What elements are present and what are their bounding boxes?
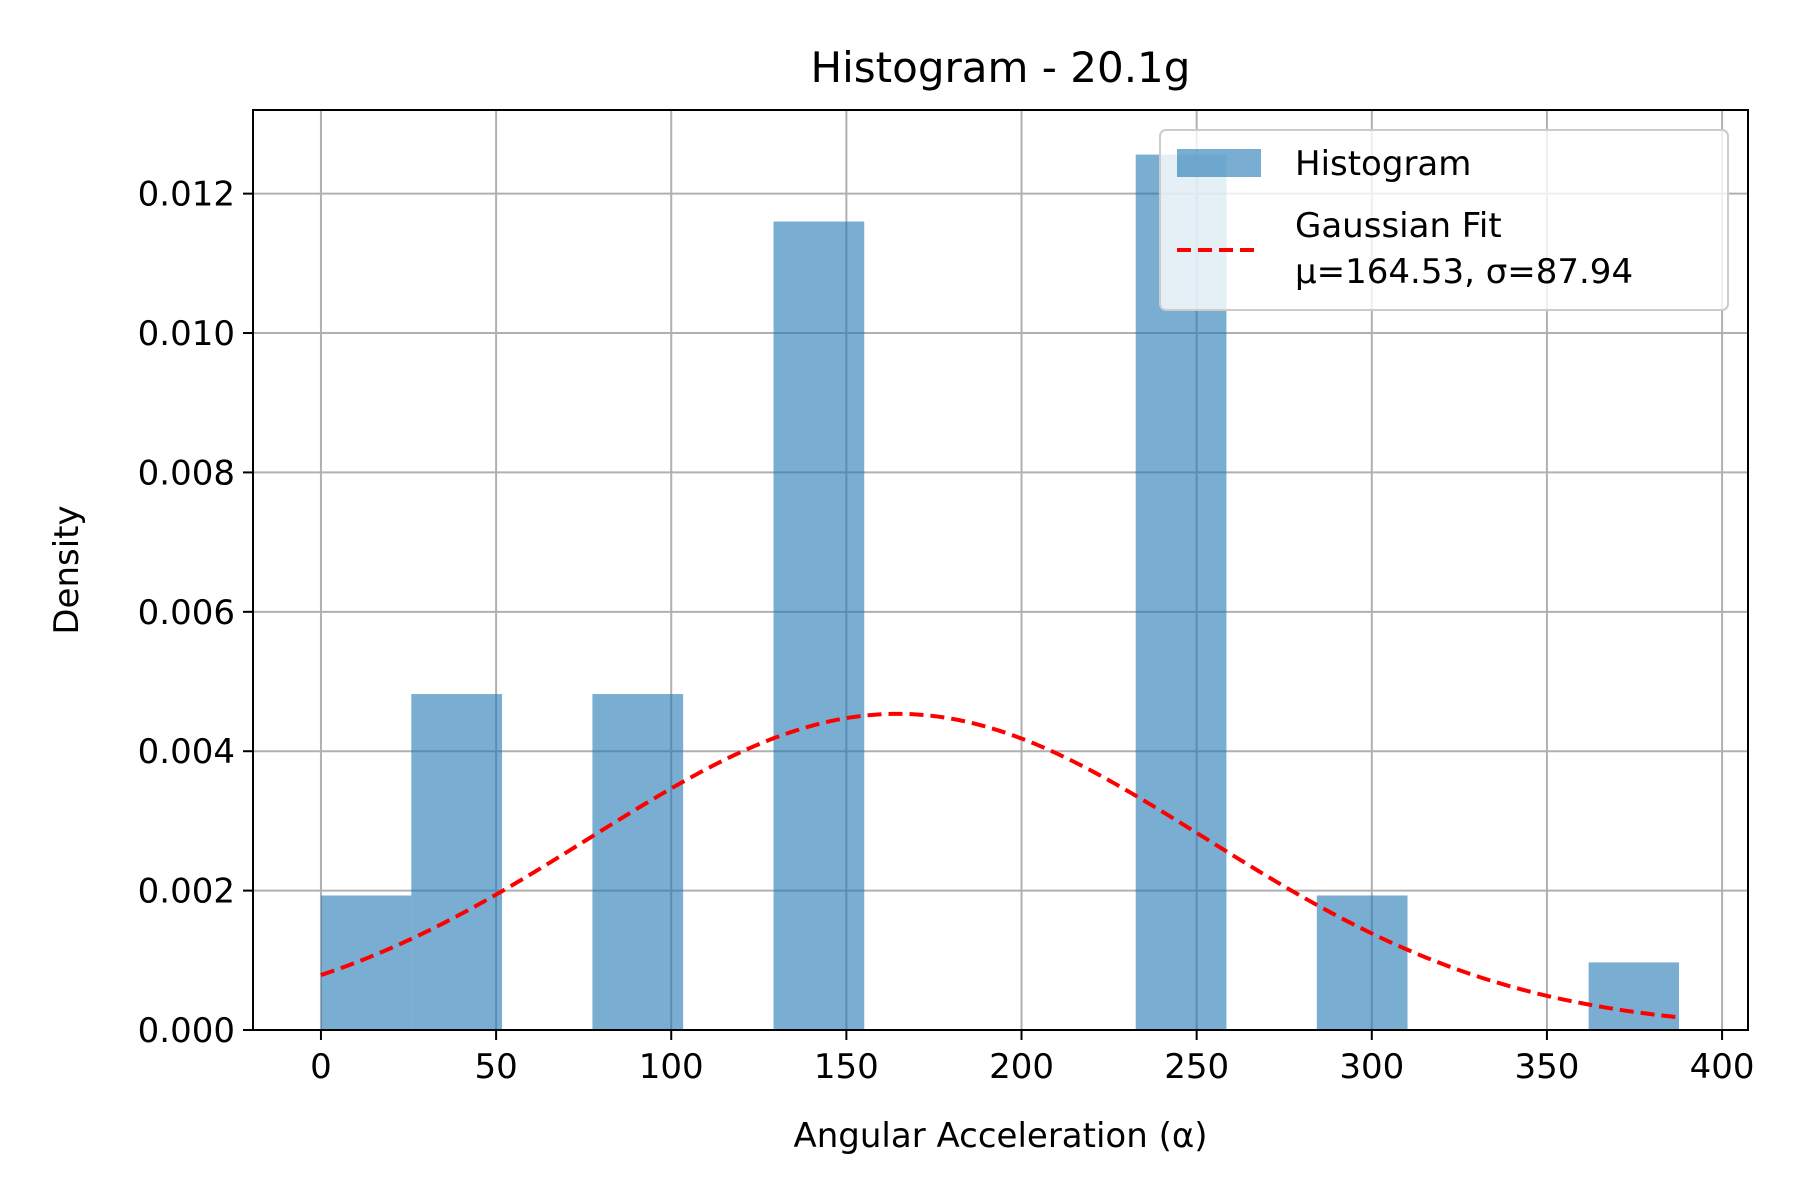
legend-histogram-label: Histogram — [1295, 144, 1471, 184]
gaussian-fit-line — [320, 711, 1680, 1020]
x-axis: 0 50 100 150 200 250 300 350 400 — [310, 1030, 1755, 1087]
x-tick-label: 150 — [814, 1047, 879, 1087]
x-tick-label: 50 — [474, 1047, 517, 1087]
legend: Histogram Gaussian Fit μ=164.53, σ=87.94 — [1159, 129, 1729, 311]
y-axis-label: Density — [47, 505, 87, 634]
legend-histogram-swatch — [1177, 149, 1261, 177]
y-tick-label: 0.010 — [138, 314, 235, 354]
x-tick-label: 200 — [989, 1047, 1054, 1087]
legend-gaussian-params: μ=164.53, σ=87.94 — [1295, 252, 1633, 292]
x-tick-label: 300 — [1339, 1047, 1404, 1087]
x-tick-label: 0 — [310, 1047, 332, 1087]
plot-area — [252, 109, 1749, 1031]
y-tick-label: 0.008 — [138, 453, 235, 493]
y-tick-label: 0.002 — [138, 872, 235, 912]
histogram-bar — [1316, 895, 1408, 1030]
histogram-bar — [773, 221, 865, 1031]
x-tick-label: 400 — [1690, 1047, 1755, 1087]
histogram-bar — [411, 694, 503, 1030]
x-tick-label: 350 — [1514, 1047, 1579, 1087]
histogram-bar — [592, 694, 684, 1030]
histogram-bars — [320, 154, 1679, 1031]
y-axis: 0.000 0.002 0.004 0.006 0.008 0.010 0.012 — [138, 175, 253, 1051]
histogram-bar — [1588, 962, 1679, 1030]
x-tick-label: 250 — [1164, 1047, 1229, 1087]
x-tick-label: 100 — [639, 1047, 704, 1087]
chart-title: Histogram - 20.1g — [811, 43, 1191, 92]
legend-box — [1159, 129, 1729, 311]
legend-gaussian-label: Gaussian Fit — [1295, 206, 1502, 246]
histogram-bar — [320, 895, 412, 1030]
y-tick-label: 0.004 — [138, 732, 235, 772]
axes-frame — [252, 109, 1749, 1031]
x-axis-label: Angular Acceleration (α) — [793, 1116, 1207, 1156]
y-tick-label: 0.012 — [138, 175, 235, 215]
y-tick-label: 0.000 — [138, 1011, 235, 1051]
y-tick-label: 0.006 — [138, 593, 235, 633]
